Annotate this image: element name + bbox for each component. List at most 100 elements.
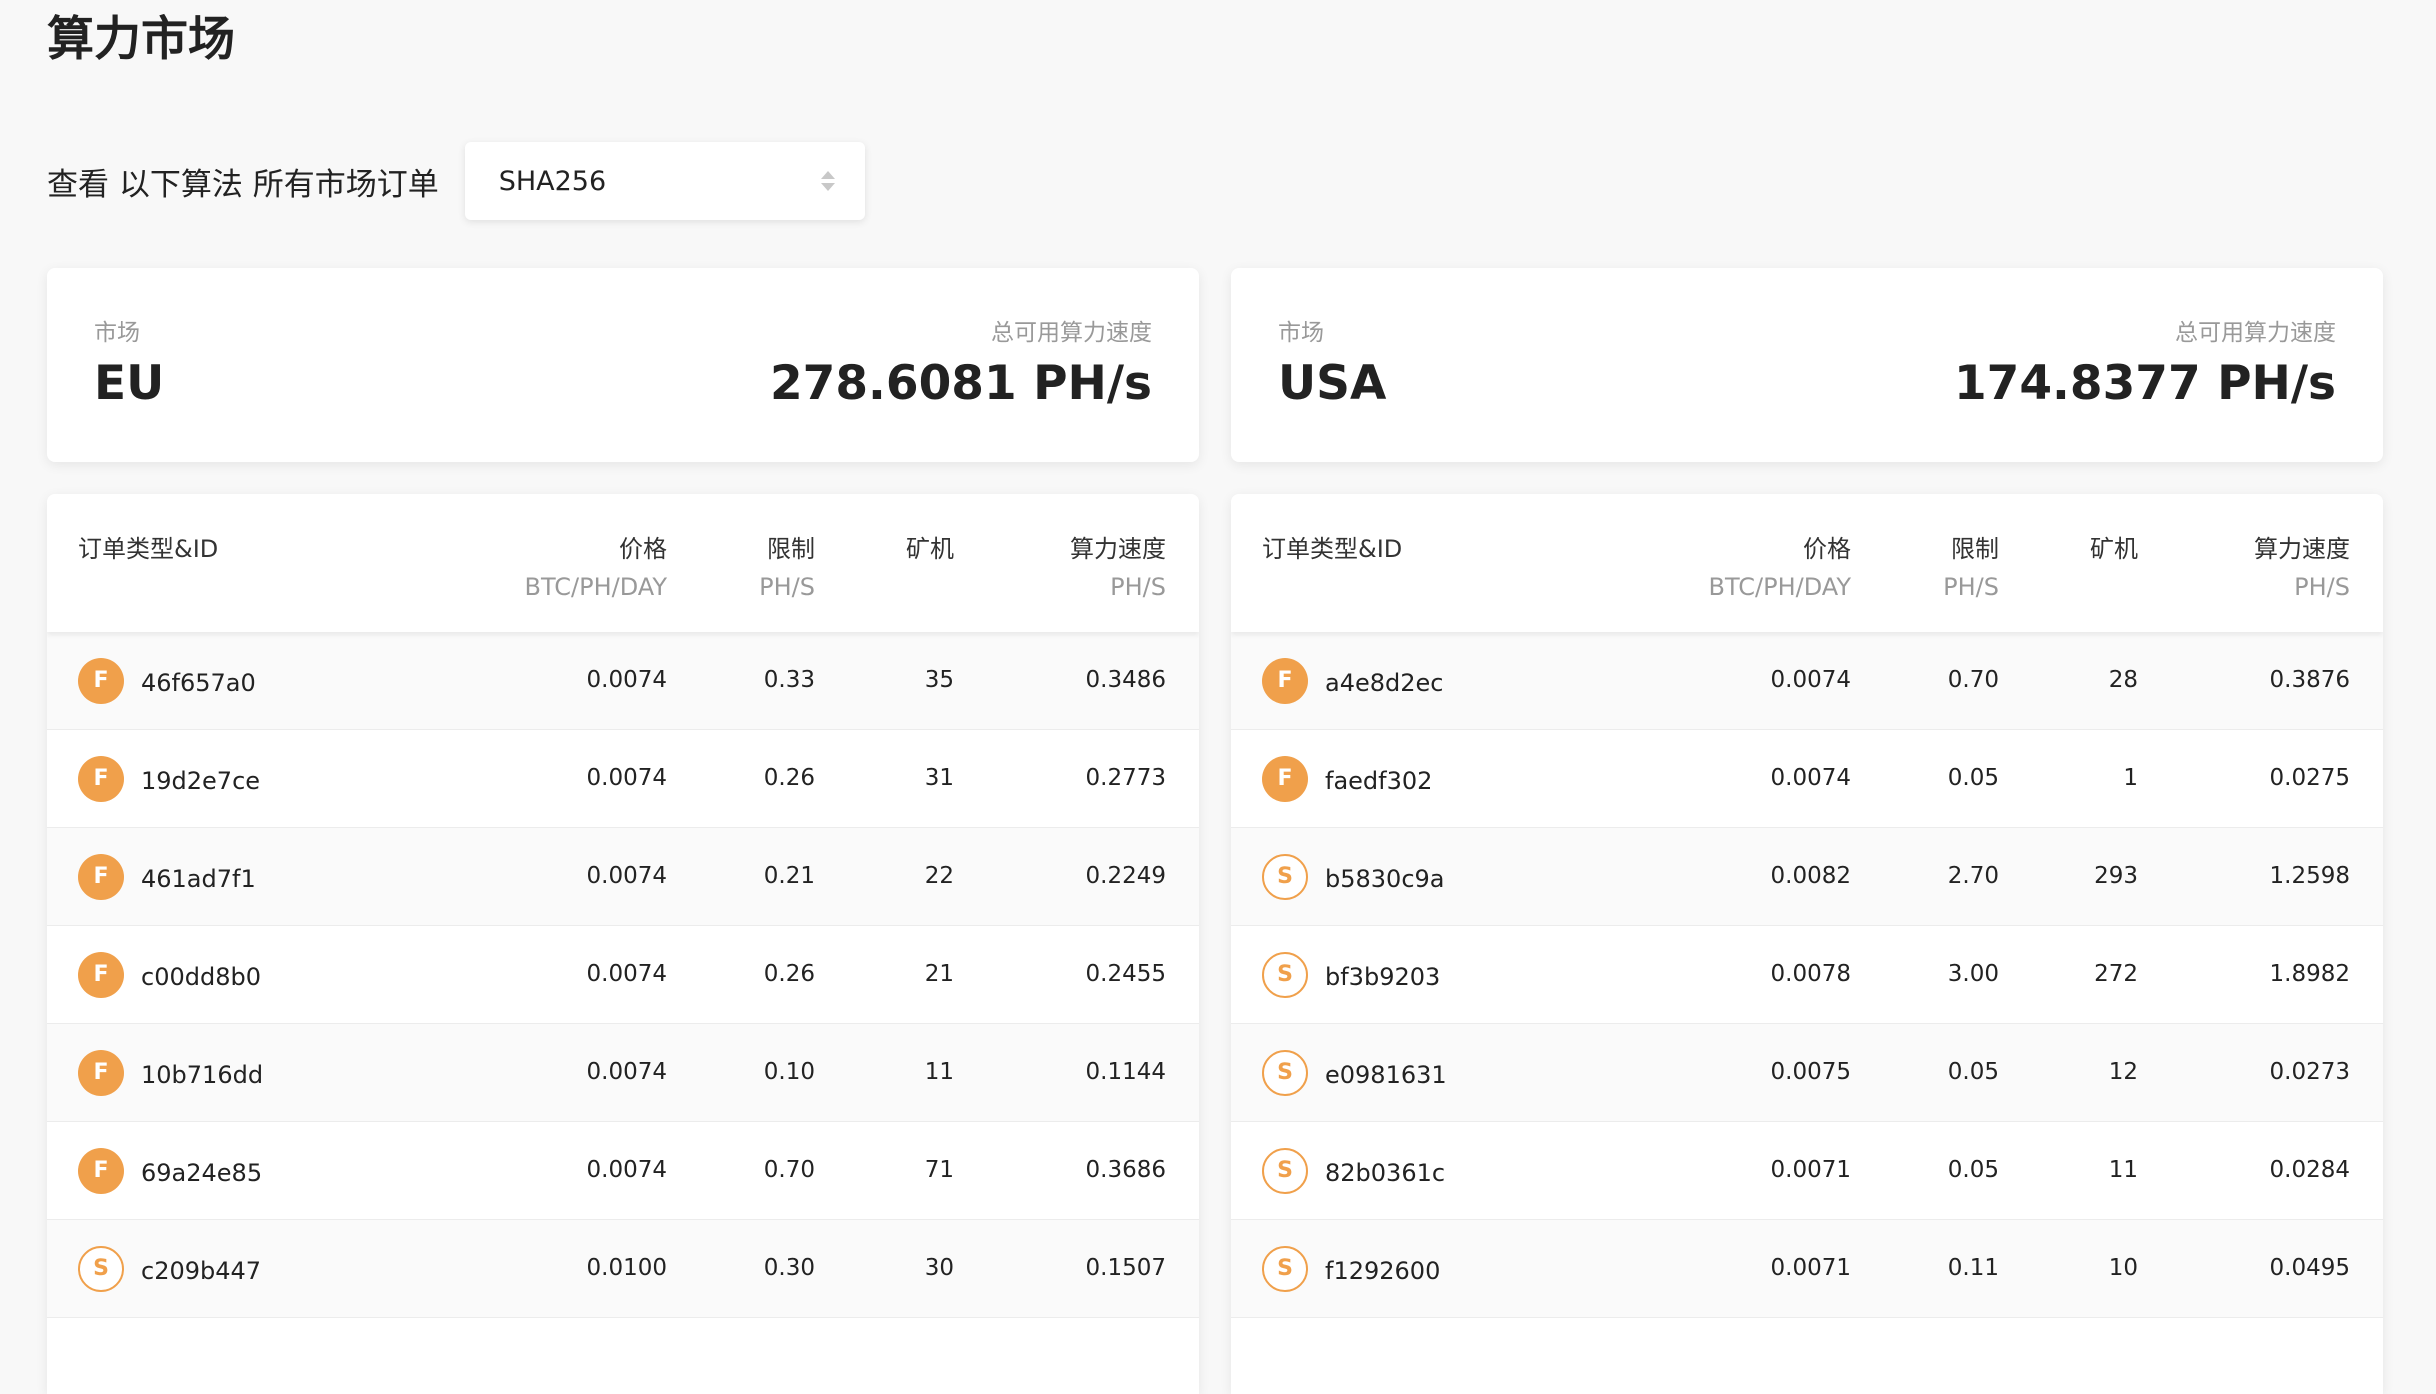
table-header: 订单类型&ID 价格 BTC/PH/DAY 限制 PH/S 矿机 算力速度 PH… <box>1231 494 2383 632</box>
order-speed: 0.0495 <box>2269 1255 2350 1281</box>
table-header: 订单类型&ID 价格 BTC/PH/DAY 限制 PH/S 矿机 算力速度 PH… <box>47 494 1199 632</box>
order-miners: 22 <box>924 863 954 889</box>
select-arrows-icon <box>820 171 835 191</box>
order-price: 0.0074 <box>586 863 667 889</box>
order-miners: 31 <box>924 765 954 791</box>
standard-order-badge-icon: S <box>1262 1148 1308 1194</box>
order-price: 0.0071 <box>1770 1157 1851 1183</box>
order-miners: 1 <box>2123 765 2138 791</box>
order-limit: 0.30 <box>763 1255 815 1281</box>
order-price: 0.0074 <box>586 1059 667 1085</box>
order-limit: 0.26 <box>763 765 815 791</box>
order-price: 0.0074 <box>586 961 667 987</box>
order-id: faedf302 <box>1325 767 1433 795</box>
order-price: 0.0075 <box>1770 1059 1851 1085</box>
order-id: 82b0361c <box>1325 1159 1446 1187</box>
order-price: 0.0082 <box>1770 863 1851 889</box>
order-miners: 21 <box>924 961 954 987</box>
page-title: 算力市场 <box>47 12 235 67</box>
order-speed: 1.8982 <box>2269 961 2350 987</box>
column-header-type-id[interactable]: 订单类型&ID <box>1262 535 1403 563</box>
order-limit: 0.33 <box>763 667 815 693</box>
column-header-speed[interactable]: 算力速度 PH/S <box>2254 535 2350 601</box>
fixed-order-badge-icon: F <box>78 658 124 704</box>
fixed-order-badge-icon: F <box>78 756 124 802</box>
standard-order-badge-icon: S <box>78 1246 124 1292</box>
market-summary-card: 市场 EU 总可用算力速度 278.6081 PH/s <box>47 268 1199 462</box>
order-id: 10b716dd <box>141 1061 264 1089</box>
order-speed: 0.1144 <box>1085 1059 1166 1085</box>
order-id: 46f657a0 <box>141 669 256 697</box>
fixed-order-badge-icon: F <box>78 854 124 900</box>
order-miners: 11 <box>924 1059 954 1085</box>
column-header-miners[interactable]: 矿机 <box>906 535 954 563</box>
fixed-order-badge-icon: F <box>78 952 124 998</box>
total-speed-value: 278.6081 PH/s <box>769 356 1152 411</box>
order-limit: 0.26 <box>763 961 815 987</box>
market-column-usa: 市场 USA 总可用算力速度 174.8377 PH/s 订单类型&ID 价格 … <box>1231 268 2383 1394</box>
order-limit: 0.05 <box>1947 1059 1999 1085</box>
column-header-miners[interactable]: 矿机 <box>2090 535 2138 563</box>
order-limit: 0.70 <box>763 1157 815 1183</box>
order-miners: 11 <box>2108 1157 2138 1183</box>
column-header-limit[interactable]: 限制 PH/S <box>759 535 815 601</box>
order-miners: 12 <box>2108 1059 2138 1085</box>
order-id: bf3b9203 <box>1325 963 1441 991</box>
table-row[interactable]: F 69a24e85 0.0074 0.70 71 0.3686 <box>47 1122 1199 1220</box>
fixed-order-badge-icon: F <box>78 1148 124 1194</box>
order-limit: 0.05 <box>1947 765 1999 791</box>
order-miners: 28 <box>2108 667 2138 693</box>
order-id: c00dd8b0 <box>141 963 261 991</box>
table-row[interactable]: F 10b716dd 0.0074 0.10 11 0.1144 <box>47 1024 1199 1122</box>
order-speed: 0.0273 <box>2269 1059 2350 1085</box>
order-id: 69a24e85 <box>141 1159 263 1187</box>
order-price: 0.0074 <box>586 1157 667 1183</box>
order-price: 0.0100 <box>586 1255 667 1281</box>
order-price: 0.0074 <box>1770 667 1851 693</box>
order-id: 19d2e7ce <box>141 767 261 795</box>
table-body: F 46f657a0 0.0074 0.33 35 0.3486 F 19d2e7ce 0.00… <box>47 632 1199 1318</box>
standard-order-badge-icon: S <box>1262 854 1308 900</box>
order-speed: 0.3876 <box>2269 667 2350 693</box>
total-speed-label: 总可用算力速度 <box>2175 320 2336 346</box>
orders-table: 订单类型&ID 价格 BTC/PH/DAY 限制 PH/S 矿机 算力速度 PH… <box>47 494 1199 1394</box>
order-miners: 35 <box>924 667 954 693</box>
column-header-type-id[interactable]: 订单类型&ID <box>78 535 219 563</box>
total-speed-label: 总可用算力速度 <box>991 320 1152 346</box>
column-header-speed[interactable]: 算力速度 PH/S <box>1070 535 1166 601</box>
fixed-order-badge-icon: F <box>1262 658 1308 704</box>
order-speed: 0.3486 <box>1085 667 1166 693</box>
table-row[interactable]: F 19d2e7ce 0.0074 0.26 31 0.2773 <box>47 730 1199 828</box>
table-row[interactable]: S 82b0361c 0.0071 0.05 11 0.0284 <box>1231 1122 2383 1220</box>
column-header-price[interactable]: 价格 BTC/PH/DAY <box>1708 535 1851 601</box>
hashpower-market-page: 算力市场 查看 以下算法 所有市场订单 SHA256 市场 EU 总可用算力速度… <box>47 12 2383 1318</box>
order-speed: 0.3686 <box>1085 1157 1166 1183</box>
table-row[interactable]: F 46f657a0 0.0074 0.33 35 0.3486 <box>47 632 1199 730</box>
column-header-limit[interactable]: 限制 PH/S <box>1943 535 1999 601</box>
order-id: c209b447 <box>141 1257 262 1285</box>
table-row[interactable]: F 461ad7f1 0.0074 0.21 22 0.2249 <box>47 828 1199 926</box>
market-summary-card: 市场 USA 总可用算力速度 174.8377 PH/s <box>1231 268 2383 462</box>
total-speed-value: 174.8377 PH/s <box>1953 356 2336 411</box>
order-id: e0981631 <box>1325 1061 1447 1089</box>
column-header-price[interactable]: 价格 BTC/PH/DAY <box>524 535 667 601</box>
algorithm-select[interactable]: SHA256 <box>464 142 865 220</box>
algorithm-select-value: SHA256 <box>498 165 607 197</box>
order-limit: 3.00 <box>1947 961 1999 987</box>
order-limit: 0.21 <box>763 863 815 889</box>
order-miners: 293 <box>2094 863 2138 889</box>
order-speed: 0.2773 <box>1085 765 1166 791</box>
filter-label: 查看 以下算法 所有市场订单 <box>47 166 439 203</box>
fixed-order-badge-icon: F <box>1262 756 1308 802</box>
order-speed: 0.0275 <box>2269 765 2350 791</box>
order-speed: 0.1507 <box>1085 1255 1166 1281</box>
market-name: EU <box>94 356 165 411</box>
